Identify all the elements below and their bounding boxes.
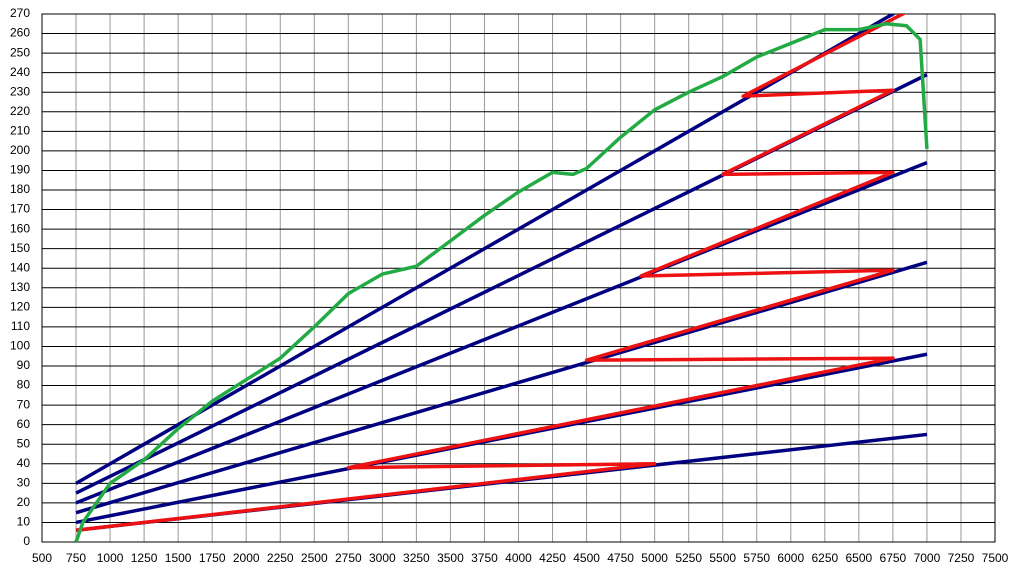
x-tick-label: 2750	[335, 551, 362, 565]
x-tick-label: 1500	[165, 551, 192, 565]
y-tick-label: 250	[10, 45, 30, 59]
x-tick-label: 4750	[607, 551, 634, 565]
series-line	[75, 260, 928, 515]
y-tick-label: 90	[17, 358, 31, 372]
y-tick-label: 50	[17, 436, 31, 450]
y-tick-label: 10	[17, 515, 31, 529]
x-tick-label: 5500	[709, 551, 736, 565]
x-tick-label: 3000	[369, 551, 396, 565]
y-tick-label: 130	[10, 280, 30, 294]
x-tick-label: 750	[66, 551, 86, 565]
y-tick-label: 20	[17, 495, 31, 509]
y-tick-label: 0	[23, 534, 30, 548]
y-tick-label: 70	[17, 397, 31, 411]
y-tick-label: 110	[11, 319, 30, 333]
y-tick-label: 140	[10, 260, 30, 274]
y-tick-label: 230	[10, 84, 30, 98]
x-tick-label: 7250	[948, 551, 975, 565]
x-tick-label: 2000	[233, 551, 260, 565]
x-tick-label: 5750	[743, 551, 770, 565]
series-line	[75, 160, 928, 505]
y-tick-label: 30	[17, 476, 31, 490]
y-tick-label: 150	[10, 241, 30, 255]
y-tick-label: 200	[10, 143, 30, 157]
y-tick-label: 270	[10, 6, 30, 20]
x-tick-label: 6250	[811, 551, 838, 565]
y-tick-label: 40	[17, 456, 31, 470]
x-tick-label: 3750	[471, 551, 498, 565]
y-tick-label: 80	[17, 378, 31, 392]
x-tick-label: 4500	[573, 551, 600, 565]
x-tick-label: 500	[32, 551, 52, 565]
x-tick-label: 6500	[846, 551, 873, 565]
y-tick-label: 240	[10, 65, 30, 79]
y-tick-label: 190	[10, 163, 30, 177]
y-tick-label: 170	[10, 202, 30, 216]
x-tick-label: 5000	[641, 551, 668, 565]
x-tick-label: 2250	[267, 551, 294, 565]
x-tick-label: 1000	[97, 551, 124, 565]
x-tick-label: 7000	[914, 551, 941, 565]
x-tick-label: 1750	[199, 551, 226, 565]
y-tick-label: 120	[10, 300, 30, 314]
x-tick-label: 4000	[505, 551, 532, 565]
x-tick-label: 6750	[880, 551, 907, 565]
plot-border	[41, 13, 996, 543]
x-tick-label: 3500	[437, 551, 464, 565]
series-line	[74, 22, 929, 542]
x-tick-label: 1250	[131, 551, 158, 565]
y-tick-label: 180	[10, 182, 30, 196]
x-tick-label: 7500	[982, 551, 1009, 565]
x-tick-label: 4250	[539, 551, 566, 565]
series-group	[74, 14, 929, 542]
y-tick-label: 100	[10, 339, 30, 353]
y-tick-label: 260	[10, 26, 30, 40]
series-line	[75, 14, 907, 533]
y-tick-label: 210	[10, 124, 30, 138]
x-tick-label: 2500	[301, 551, 328, 565]
x-tick-label: 3250	[403, 551, 430, 565]
x-tick-label: 5250	[675, 551, 702, 565]
x-tick-label: 6000	[777, 551, 804, 565]
y-tick-label: 160	[10, 221, 30, 235]
y-tick-label: 60	[17, 417, 31, 431]
y-tick-label: 220	[10, 104, 30, 118]
